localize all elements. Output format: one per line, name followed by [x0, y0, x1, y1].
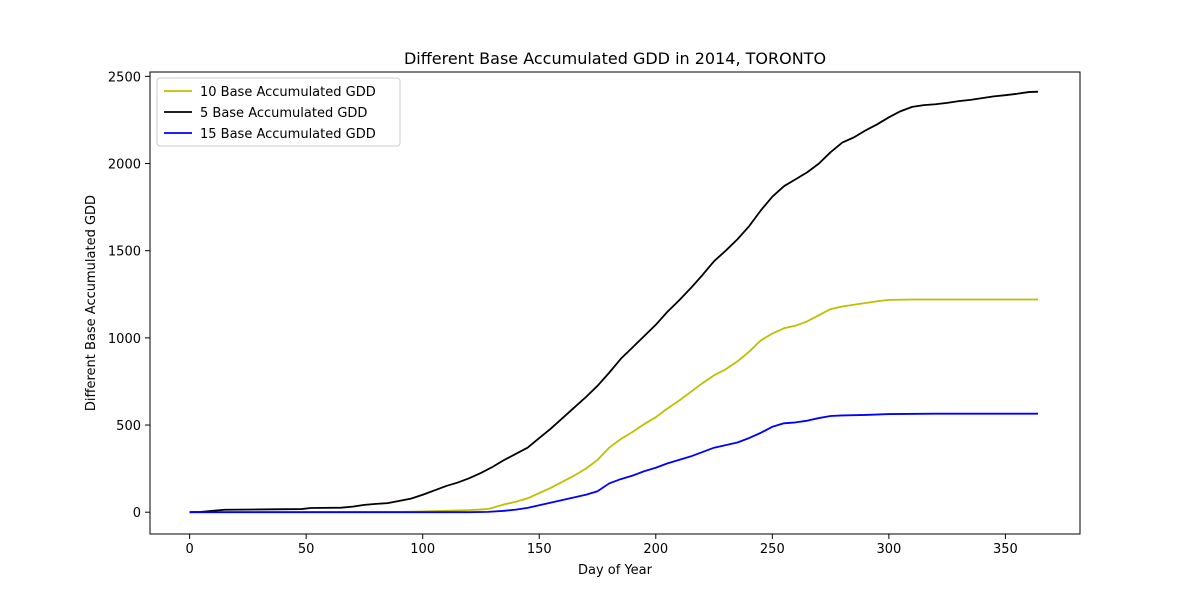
y-tick-label: 1500 [108, 245, 141, 260]
y-tick-label: 1000 [108, 332, 141, 347]
x-axis: 0 50 100 150 200 250 300 350 [185, 534, 1018, 557]
y-tick-label: 500 [116, 419, 141, 434]
legend-entry-3: 15 Base Accumulated GDD [200, 127, 376, 142]
chart-title: Different Base Accumulated GDD in 2014, … [404, 49, 826, 68]
x-tick-label: 50 [298, 542, 315, 557]
plot-area [189, 90, 1039, 514]
x-tick-label: 200 [643, 542, 668, 557]
x-tick-label: 150 [527, 542, 552, 557]
legend-box [156, 77, 401, 147]
y-axis-label: Different Base Accumulated GDD [84, 195, 99, 411]
x-axis-label: Day of Year [578, 563, 653, 578]
series-line-3 [189, 412, 1039, 514]
series-line-2 [189, 90, 1039, 514]
x-tick-label: 250 [760, 542, 785, 557]
legend-entry-1: 10 Base Accumulated GDD [200, 85, 376, 100]
x-tick-label: 350 [993, 542, 1018, 557]
legend-entry-2: 5 Base Accumulated GDD [200, 106, 367, 121]
x-tick-label: 300 [876, 542, 901, 557]
x-tick-label: 0 [185, 542, 193, 557]
plot-frame [149, 71, 1081, 535]
x-tick-label: 100 [410, 542, 435, 557]
series-line-1 [189, 298, 1039, 514]
y-axis: 0 500 1000 1500 2000 2500 [108, 70, 150, 521]
legend: 10 Base Accumulated GDD 5 Base Accumulate… [156, 77, 401, 147]
y-tick-label: 2000 [108, 158, 141, 173]
y-tick-label: 0 [133, 506, 141, 521]
y-tick-label: 2500 [108, 70, 141, 85]
